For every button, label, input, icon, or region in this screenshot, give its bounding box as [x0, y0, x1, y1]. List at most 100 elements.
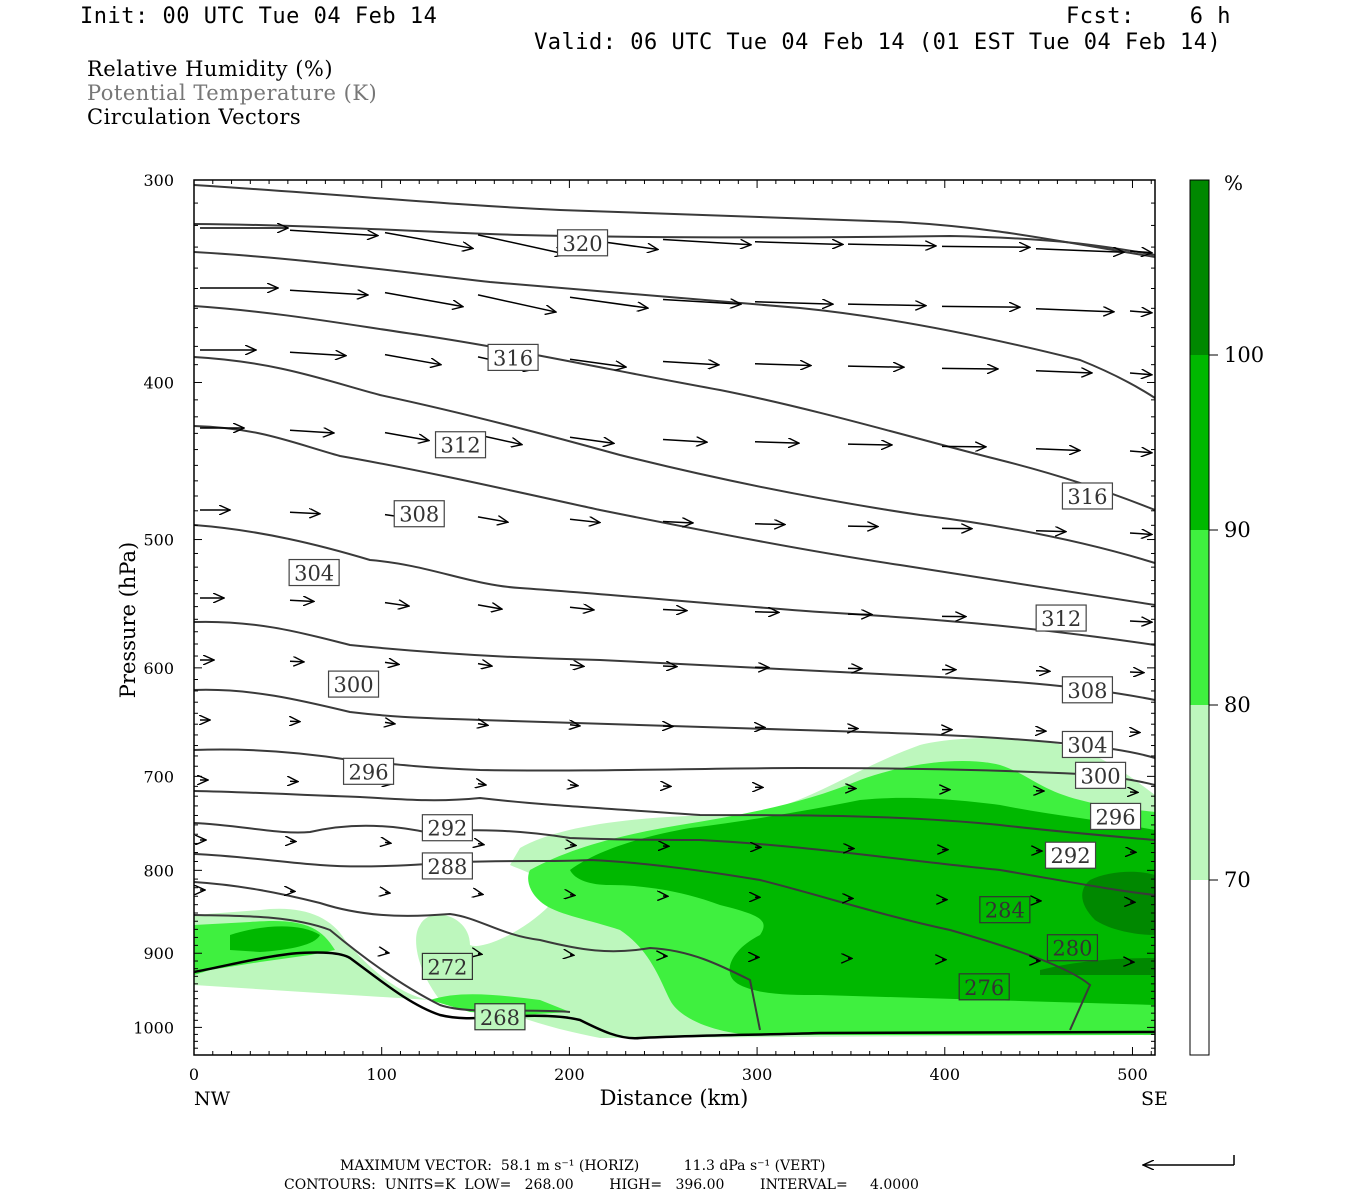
vector-arrow	[662, 522, 693, 523]
contour-label: 276	[964, 976, 1004, 1000]
contour-label-box	[1089, 802, 1142, 831]
contour-labels: 3203163123083043002962922882842802762722…	[288, 229, 1142, 1031]
colorbar-label-80: 80	[1224, 693, 1251, 717]
contour-316	[194, 251, 1155, 399]
vector-arrow	[384, 662, 399, 664]
contour-label-box	[474, 1003, 526, 1031]
vector-arrow	[384, 603, 409, 606]
vector-arrow	[662, 300, 741, 305]
contour-label: 320	[562, 232, 602, 256]
contour-label-box	[393, 500, 445, 528]
vector-arrow	[1129, 533, 1152, 534]
rh-90-region	[570, 797, 1155, 1005]
contour-304	[194, 425, 1155, 606]
vector-arrow	[385, 892, 390, 893]
contour-label: 292	[1050, 844, 1090, 868]
vector-arrow	[754, 442, 799, 443]
contour-label: 304	[294, 562, 334, 586]
vector-arrow	[569, 607, 594, 610]
vector-arrow	[569, 436, 614, 443]
vector-arrow	[384, 231, 473, 249]
colorbar-label-100: 100	[1224, 343, 1264, 367]
contours-text: CONTOURS: UNITS=K LOW= 268.00 HIGH= 396.…	[284, 1177, 919, 1193]
contour-label-box	[327, 670, 380, 698]
contour-276	[194, 853, 1092, 1031]
contour-label: 316	[493, 346, 533, 370]
vector-arrow	[477, 294, 556, 312]
contour-label: 308	[399, 503, 439, 527]
axes: 0 100 200 300 400 500 300 400 500 600 700 800 900 100…	[133, 171, 1155, 1084]
vector-arrow	[384, 431, 429, 441]
contour-label: 316	[1067, 485, 1107, 509]
vector-arrow	[662, 440, 707, 443]
plot-frame	[193, 179, 1156, 1056]
contour-label-box	[421, 814, 473, 842]
vector-arrow	[662, 610, 687, 611]
contour-280	[194, 822, 1155, 896]
contour-label: 292	[427, 817, 467, 841]
contour-308	[194, 356, 1155, 564]
vector-arrow	[289, 430, 334, 433]
vector-arrow	[478, 724, 488, 726]
contour-label-box	[342, 757, 395, 785]
field-vectors: Circulation Vectors	[87, 105, 302, 129]
vector-arrow	[1035, 249, 1124, 253]
vector-arrow	[384, 353, 441, 365]
vector-arrow	[385, 952, 389, 953]
vector-arrow	[289, 352, 346, 355]
colorbar-unit: %	[1224, 171, 1243, 195]
vector-arrow	[941, 246, 1030, 247]
contour-label-box	[1061, 730, 1114, 759]
vector-arrow	[1129, 672, 1144, 673]
field-rh: Relative Humidity (%)	[87, 57, 334, 81]
contour-284	[194, 790, 1155, 841]
vector-arrow	[477, 517, 508, 522]
contour-label-box	[1061, 482, 1114, 510]
colorbar-label-70: 70	[1224, 868, 1251, 892]
contour-label: 288	[427, 855, 467, 879]
y-tick-label: 900	[143, 944, 174, 963]
vector-arrow	[754, 242, 843, 245]
contour-label: 312	[1041, 607, 1081, 631]
theta-contours	[194, 184, 1155, 1031]
contour-label-box	[1074, 761, 1127, 789]
y-axis-title: Pressure (hPa)	[116, 542, 140, 698]
vector-arrow	[289, 661, 304, 662]
vector-arrow	[847, 304, 926, 306]
vector-arrow	[569, 519, 600, 522]
y-tick-label: 400	[143, 373, 174, 392]
circulation-vectors	[200, 228, 1152, 962]
vector-arrow	[754, 364, 811, 366]
contour-label-box	[556, 229, 609, 257]
init-time: Init: 00 UTC Tue 04 Feb 14	[80, 4, 438, 29]
vector-arrow	[570, 845, 576, 846]
vector-arrow	[385, 722, 395, 723]
vector-arrow	[847, 366, 904, 367]
contour-316-upper	[194, 223, 1155, 256]
contour-label-box	[1035, 604, 1087, 632]
contour-label: 296	[349, 760, 389, 784]
vector-arrow	[478, 844, 484, 845]
colorbar-80	[1190, 530, 1209, 705]
x-tick-label: 500	[1117, 1065, 1148, 1084]
contour-label: 280	[1052, 937, 1092, 961]
vector-arrow	[478, 954, 482, 955]
se-label: SE	[1141, 1088, 1168, 1110]
vector-arrow	[754, 302, 833, 304]
rh-colorbar: % 100 90 80 70	[1189, 171, 1264, 1056]
vector-arrow	[662, 666, 677, 667]
vector-arrow	[754, 524, 785, 525]
contour-label-box	[1061, 676, 1114, 704]
vector-arrow	[569, 665, 584, 667]
forecast-hour: Fcst: 6 h	[1066, 4, 1231, 29]
vector-arrow	[754, 612, 779, 613]
contour-label: 304	[1067, 733, 1107, 757]
vector-arrow	[569, 296, 648, 308]
vector-arrow	[662, 238, 751, 245]
vector-arrow	[847, 444, 892, 445]
contour-label-box	[979, 896, 1031, 924]
vector-arrow	[569, 358, 626, 367]
vector-arrow	[847, 244, 936, 246]
vector-arrow	[384, 291, 463, 307]
